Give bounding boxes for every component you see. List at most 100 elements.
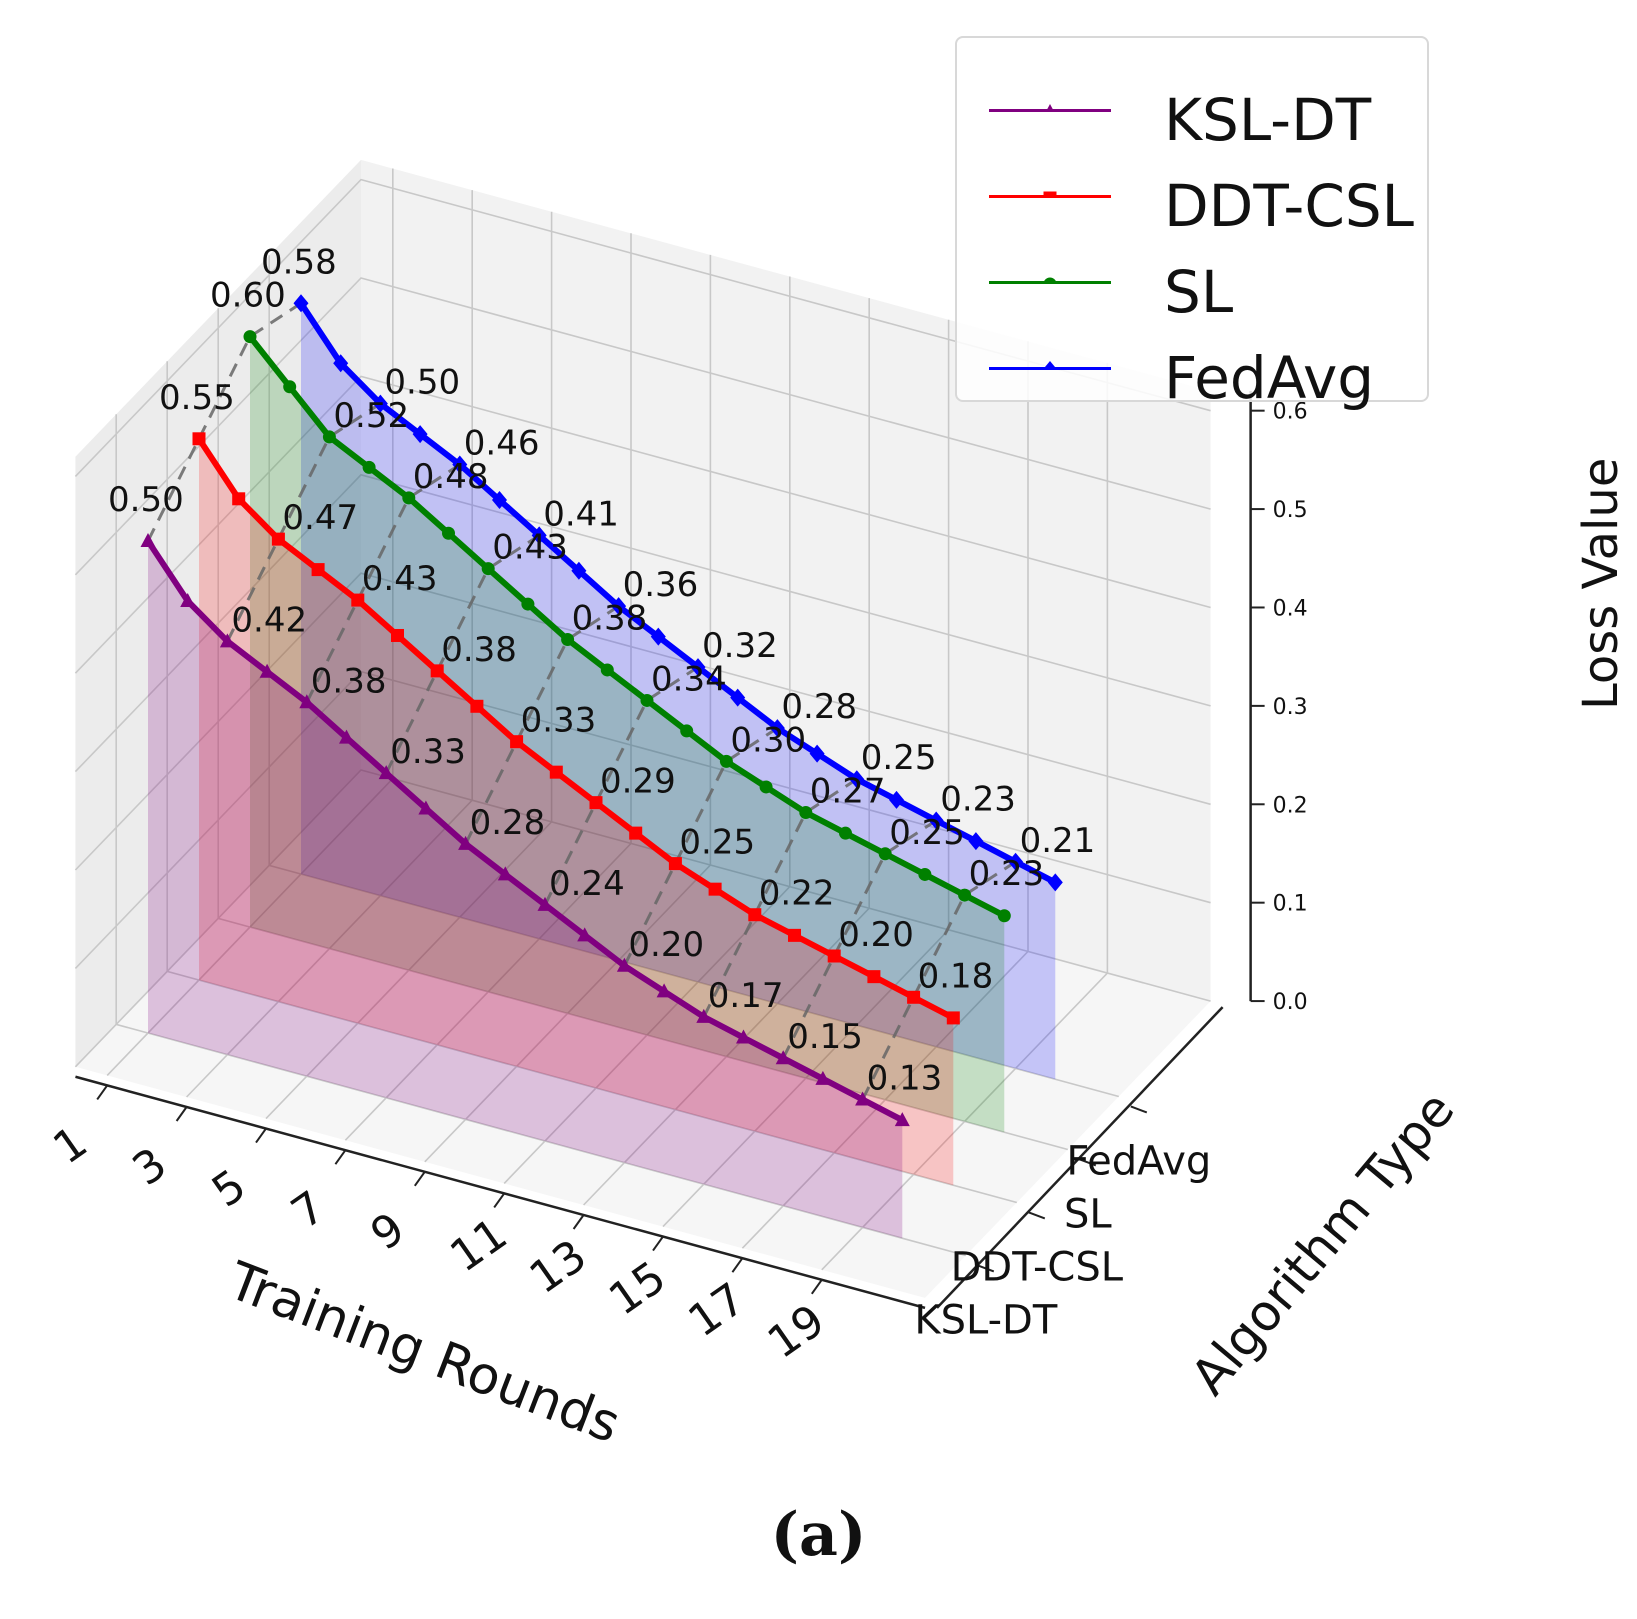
z-tick-label: 0.1: [1273, 892, 1308, 917]
legend-swatch-fedavg: [989, 361, 1111, 370]
y-tick: [1130, 1105, 1148, 1114]
data-label: 0.23: [940, 779, 1016, 819]
marker-sl: [680, 724, 694, 738]
data-label: 0.24: [549, 864, 625, 904]
marker-ddt-csl: [629, 826, 643, 840]
marker-sl: [283, 380, 297, 394]
data-label: 0.38: [311, 661, 387, 701]
marker-ddt-csl: [788, 928, 801, 942]
legend-swatch-ksl-dt: [989, 104, 1111, 112]
marker-sl: [322, 430, 336, 444]
marker-sl: [799, 806, 813, 820]
marker-ksl-dt: [219, 633, 235, 648]
marker-ddt-csl: [668, 857, 682, 871]
x-tick-label: 5: [203, 1160, 255, 1218]
marker-ddt-csl: [192, 432, 206, 446]
legend-marker: [1042, 361, 1058, 370]
legend: KSL-DT DDT-CSL SL FedAvg: [955, 36, 1429, 410]
marker-fedavg: [849, 770, 865, 789]
marker-sl: [918, 867, 932, 881]
line-ddt-csl: [196, 435, 957, 1021]
z-tick-label: 0.5: [1273, 498, 1308, 523]
connector-round-13: [623, 726, 779, 967]
marker-sl: [442, 526, 455, 540]
connector-round-15: [702, 777, 858, 1018]
legend-item-fedavg: FedAvg: [977, 338, 1417, 418]
data-label: 0.18: [918, 956, 994, 996]
marker-fedavg: [1008, 852, 1024, 871]
marker-fedavg: [571, 561, 587, 580]
marker-ksl-dt: [656, 983, 672, 998]
grid-line: [74, 277, 1211, 576]
marker-ddt-csl: [351, 593, 365, 607]
marker-ksl-dt: [180, 593, 196, 607]
marker-sl: [719, 754, 733, 768]
marker-ddt-csl: [470, 699, 484, 713]
connector-round-9: [464, 604, 620, 845]
z-tick-label: 0.6: [1273, 400, 1308, 425]
marker-sl: [759, 780, 773, 794]
data-label: 0.47: [282, 498, 358, 538]
connector-round-7: [384, 534, 541, 774]
marker-ddt-csl: [827, 949, 841, 963]
data-label: 0.58: [261, 242, 337, 282]
data-label: 0.15: [787, 1017, 863, 1057]
caption-text: (a): [770, 1500, 867, 1570]
marker-fedavg: [333, 354, 349, 373]
x-tick-label: 19: [759, 1295, 834, 1369]
marker-fedavg: [889, 790, 904, 809]
z-axis-label: Loss Value: [1573, 458, 1629, 710]
connector-round-1: [146, 302, 302, 542]
marker-ksl-dt: [339, 729, 354, 744]
marker-fedavg: [293, 294, 309, 313]
dashed-connectors: [146, 302, 1017, 1101]
marker-fedavg: [968, 832, 984, 851]
y-tick: [977, 1264, 995, 1273]
fill-ddt-csl: [199, 438, 954, 1186]
y-tick: [1028, 1211, 1046, 1220]
x-axis-line: [75, 1075, 926, 1310]
y-axis-line: [936, 1006, 1224, 1309]
marker-sl: [878, 847, 892, 861]
marker-ddt-csl: [708, 882, 722, 896]
marker-sl: [958, 888, 972, 902]
data-label: 0.20: [628, 925, 704, 965]
grid-line: [74, 572, 1211, 871]
marker-ddt-csl: [748, 908, 762, 922]
data-label: 0.60: [210, 276, 286, 316]
marker-fedavg: [372, 394, 388, 413]
legend-label: SL: [1164, 258, 1234, 326]
marker-ksl-dt: [855, 1091, 871, 1106]
line-sl: [247, 333, 1008, 919]
data-label: 0.25: [889, 813, 965, 853]
legend-label: FedAvg: [1164, 344, 1375, 412]
marker-sl: [521, 597, 535, 611]
x-tick-label: 17: [679, 1273, 754, 1347]
legend-label: DDT-CSL: [1164, 172, 1414, 240]
marker-fedavg: [769, 719, 785, 738]
legend-item-sl: SL: [977, 252, 1417, 332]
marker-ddt-csl: [510, 735, 524, 749]
data-label: 0.52: [333, 396, 409, 436]
marker-ddt-csl: [311, 563, 325, 577]
marker-sl: [481, 562, 495, 576]
legend-swatch-sl: [989, 277, 1111, 284]
marker-sl: [997, 909, 1011, 923]
marker-ddt-csl: [430, 664, 444, 678]
x-tick: [175, 1106, 188, 1122]
data-label: 0.33: [390, 732, 466, 772]
x-tick-label: 13: [521, 1230, 596, 1304]
marker-ddt-csl: [549, 765, 563, 779]
marker-ksl-dt: [696, 1008, 712, 1023]
z-tick-label: 0.2: [1273, 793, 1308, 818]
marker-sl: [362, 460, 376, 474]
marker-ddt-csl: [907, 990, 921, 1004]
marker-fedavg: [1047, 873, 1063, 892]
data-label: 0.21: [1020, 821, 1096, 861]
data-label: 0.43: [362, 559, 438, 599]
grid-line: [74, 178, 1211, 477]
marker-ksl-dt: [736, 1029, 751, 1044]
marker-ksl-dt: [577, 927, 593, 942]
marker-ksl-dt: [458, 835, 474, 850]
x-tick: [334, 1149, 347, 1165]
